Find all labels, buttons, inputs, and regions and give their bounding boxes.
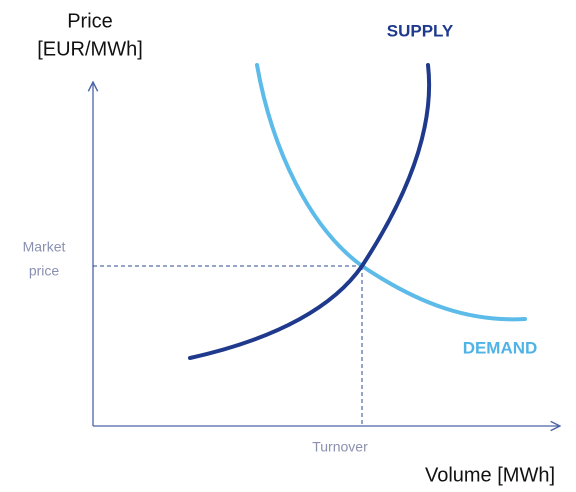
supply-curve: [188, 63, 432, 360]
y-axis-label: [EUR/MWh]: [37, 38, 143, 60]
demand-label: DEMAND: [463, 338, 538, 357]
volume-label: Turnover: [312, 439, 368, 455]
price-label: price: [29, 263, 60, 279]
demand-curve: [255, 63, 527, 322]
x-axis-label: Volume [MWh]: [425, 464, 555, 486]
y-axis-label: Price: [67, 10, 113, 32]
price-label: Market: [23, 239, 66, 255]
supply-label: SUPPLY: [387, 21, 454, 40]
